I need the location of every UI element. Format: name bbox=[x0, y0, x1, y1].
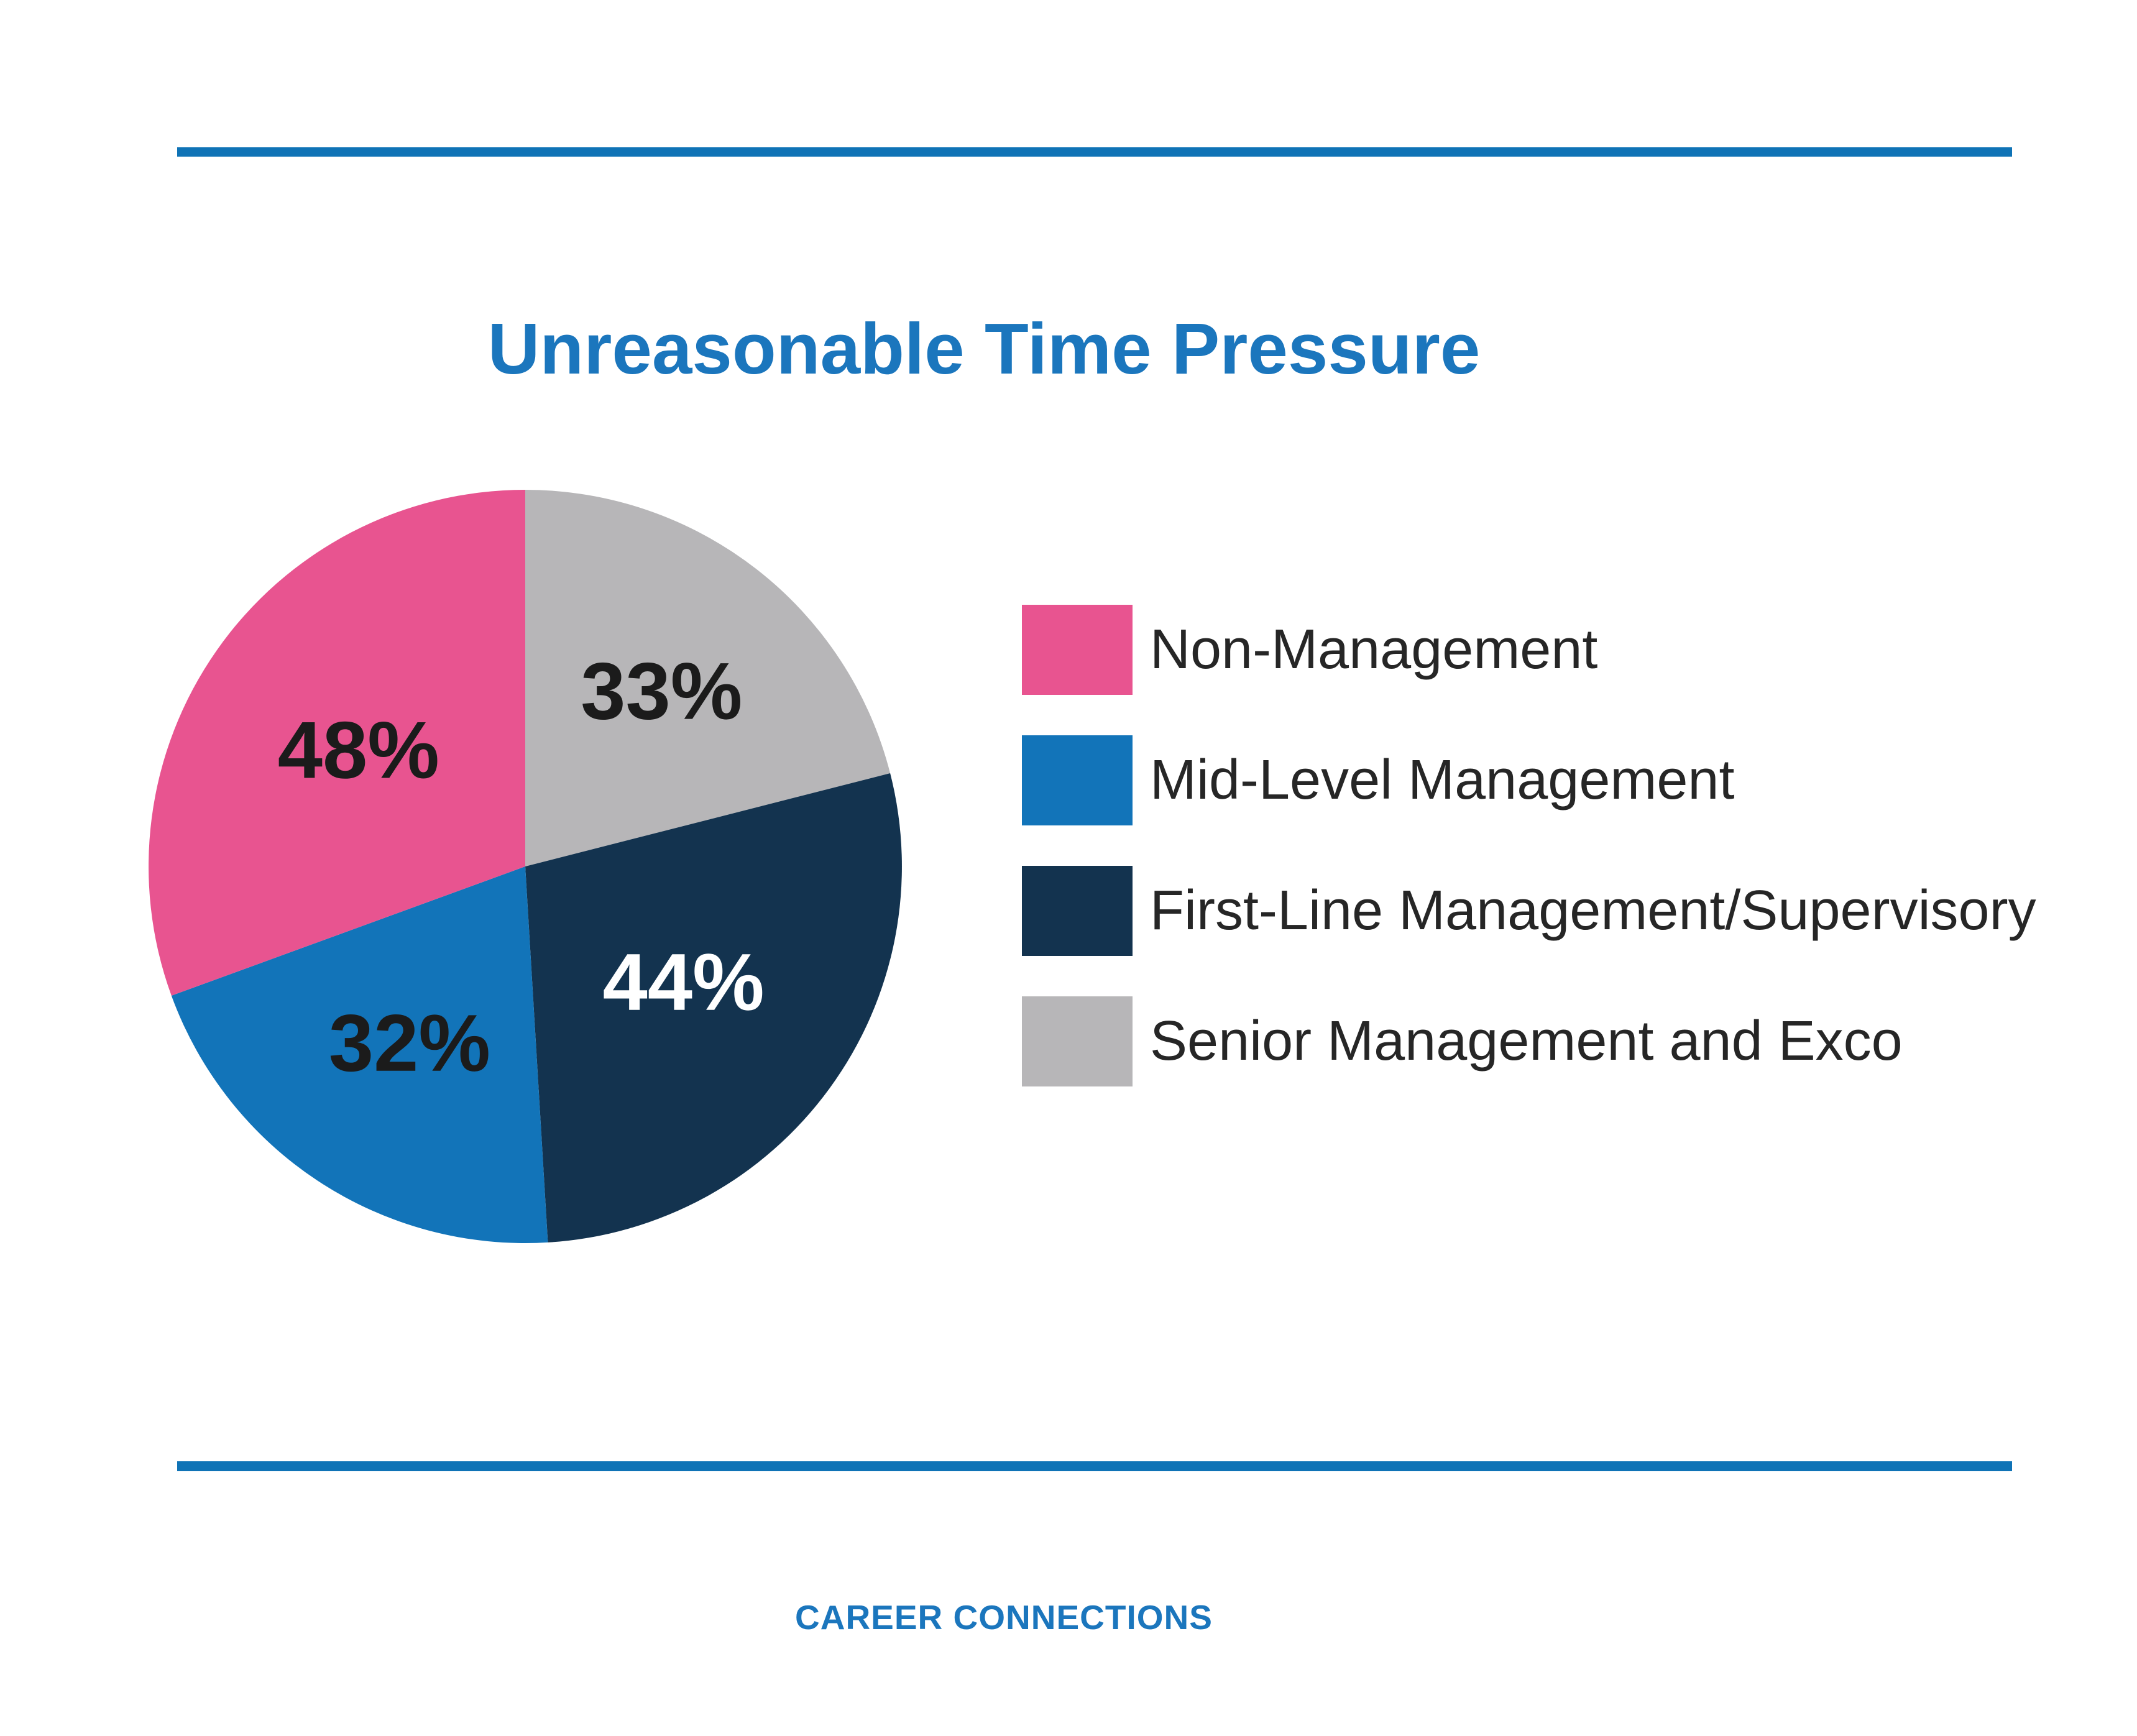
legend-swatch-0 bbox=[1022, 605, 1133, 695]
pie-slice-1 bbox=[525, 773, 902, 1242]
legend-item-1: Mid-Level Management bbox=[1022, 735, 2036, 825]
legend-swatch-3 bbox=[1022, 996, 1133, 1086]
pie-slice-label-0: 33% bbox=[581, 646, 742, 737]
legend-item-2: First-Line Management/Supervisory bbox=[1022, 866, 2036, 956]
legend: Non-Management Mid-Level Management First-… bbox=[1022, 605, 2036, 1127]
legend-item-0: Non-Management bbox=[1022, 605, 2036, 695]
top-rule bbox=[177, 147, 2012, 157]
footer-brand: CAREER CONNECTIONS bbox=[795, 1598, 1213, 1637]
pie-slice-label-1: 44% bbox=[602, 937, 764, 1027]
pie-slice-label-3: 48% bbox=[278, 705, 439, 796]
pie-slice-label-2: 32% bbox=[329, 998, 490, 1088]
legend-label-2: First-Line Management/Supervisory bbox=[1150, 879, 2036, 942]
pie-slice-0 bbox=[525, 490, 891, 866]
legend-label-1: Mid-Level Management bbox=[1150, 749, 1735, 811]
pie-slice-3 bbox=[149, 490, 526, 996]
legend-label-0: Non-Management bbox=[1150, 618, 1598, 681]
pie-chart: 33% 44% 32% 48% bbox=[149, 490, 902, 1243]
chart-title: Unreasonable Time Pressure bbox=[487, 308, 1481, 389]
pie-slice-2 bbox=[171, 866, 548, 1243]
bottom-rule bbox=[177, 1461, 2012, 1471]
legend-label-3: Senior Management and Exco bbox=[1150, 1010, 1903, 1072]
legend-swatch-2 bbox=[1022, 866, 1133, 956]
legend-swatch-1 bbox=[1022, 735, 1133, 825]
legend-item-3: Senior Management and Exco bbox=[1022, 996, 2036, 1086]
